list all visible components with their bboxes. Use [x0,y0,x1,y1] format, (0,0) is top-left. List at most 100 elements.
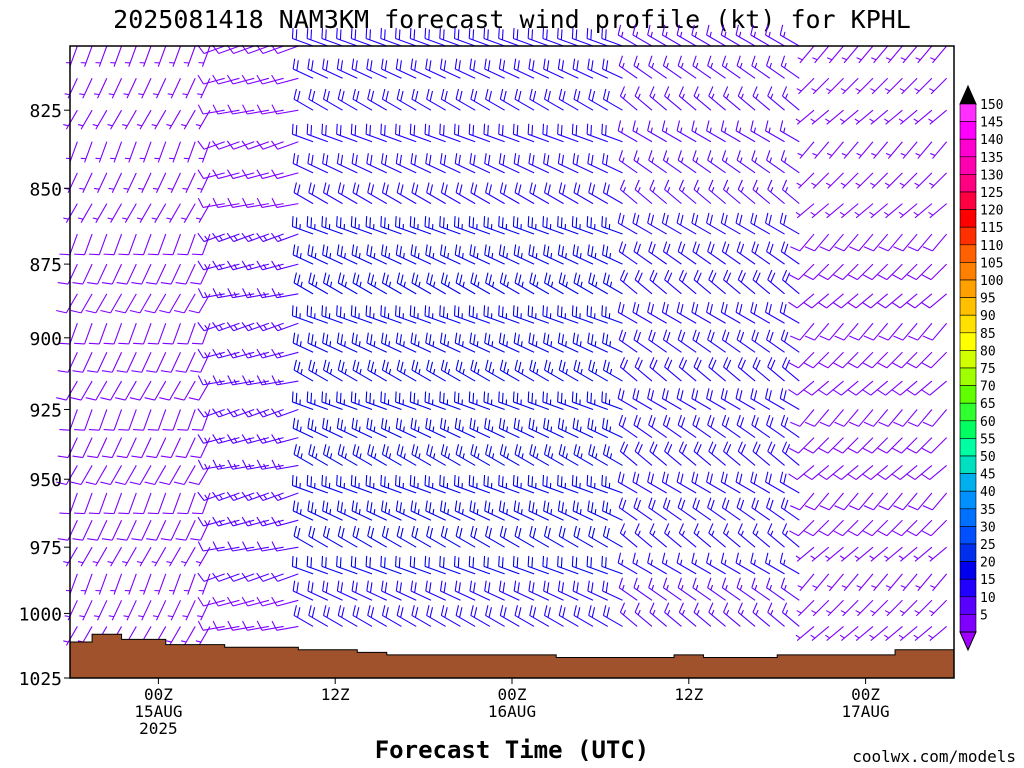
wind-barb [707,577,726,601]
wind-barb [928,546,947,562]
wind-barb [766,414,785,439]
colorbar-level-label: 75 [980,362,996,377]
wind-barb [63,546,78,567]
wind-barb [528,58,550,79]
wind-barb [900,141,918,159]
wind-barb [649,357,668,382]
wind-barb [930,141,948,159]
wind-barb [308,272,329,295]
wind-barb [256,288,284,299]
wind-barb [752,602,771,627]
wind-barb [116,519,137,541]
wind-barb [468,216,491,235]
wind-barb [72,263,93,285]
wind-barb [455,272,476,295]
wind-barb [648,329,668,353]
wind-barb [832,293,859,309]
wind-barb [877,519,903,537]
wind-barb [819,233,844,252]
wind-barb [256,459,284,470]
wind-barb [737,86,756,111]
wind-barb [907,322,933,341]
wind-barb [123,600,137,621]
wind-barb [70,293,93,314]
wind-barb [825,172,844,189]
wind-barb [469,58,491,79]
wind-barb [440,525,461,548]
wind-barb [664,179,682,205]
wind-barb [321,555,343,575]
colorbar-swatch [959,614,977,633]
colorbar-swatch [959,279,977,298]
wind-barb [664,357,682,382]
wind-barb [139,573,152,595]
wind-barb [634,269,653,295]
wind-barb [649,441,668,466]
wind-barb [513,417,535,439]
wind-barb [693,441,712,466]
wind-barb [922,233,948,252]
wind-barb [322,500,343,521]
wind-barb [212,375,240,386]
wind-barb [410,58,432,79]
wind-barb [241,322,270,332]
wind-barb [802,465,830,481]
wind-barb [381,605,402,627]
wind-barb [469,244,491,265]
wind-barb [321,28,343,47]
wind-barb [602,580,623,601]
wind-barb [780,497,800,521]
wind-barb [907,409,933,427]
wind-barb [885,573,903,592]
wind-barb [212,459,240,470]
wind-barb [80,573,93,595]
wind-barb [129,380,152,401]
wind-barb [839,109,859,125]
wind-barb [166,109,181,130]
wind-barb [928,109,947,125]
wind-barb [131,519,152,541]
colorbar-swatch [959,420,977,439]
wind-barb [271,260,299,271]
wind-barb [212,288,240,299]
wind-barb [907,233,933,252]
wind-barb [602,359,623,382]
wind-barb [750,388,771,410]
wind-barb [677,241,697,265]
wind-barb [877,263,903,281]
wind-barb [197,375,225,386]
wind-barb [241,596,270,607]
wind-barb [154,573,167,595]
wind-barb [439,123,461,143]
wind-barb [440,88,461,111]
wind-barb [692,497,712,521]
wind-barb [499,605,520,627]
wind-barb [498,332,520,353]
wind-barb [468,123,491,143]
wind-barb [226,408,255,418]
wind-barb [336,244,358,265]
wind-barb [92,546,108,567]
wind-barb [485,359,505,382]
wind-barb [735,120,756,143]
colorbar-level-label: 10 [980,591,996,606]
wind-barb [212,140,240,150]
wind-barb [453,28,476,47]
wind-barb [70,380,93,401]
wind-barb [900,45,918,64]
wind-barb [440,272,461,295]
wind-barb [227,288,255,299]
wind-barb [632,24,653,47]
wind-barb [100,293,123,314]
wind-barb [634,179,653,205]
wind-barb [498,391,520,410]
wind-barb [929,599,948,617]
wind-barb [691,388,712,410]
wind-barb [181,109,196,130]
colorbar: 1501451401351301251201151101051009590858… [959,84,1003,652]
wind-barb [634,523,653,548]
wind-barb [197,322,225,332]
wind-barb [350,123,373,143]
wind-barb [929,172,948,189]
wind-barb [869,626,889,642]
